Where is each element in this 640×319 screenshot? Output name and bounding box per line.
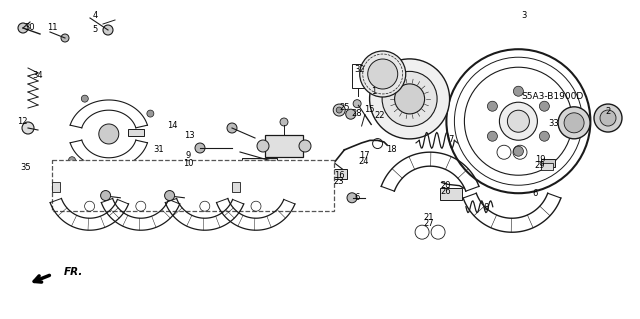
Text: 21: 21 xyxy=(424,212,435,221)
Text: 13: 13 xyxy=(184,130,195,139)
Text: 2: 2 xyxy=(605,108,611,116)
Text: 8: 8 xyxy=(483,203,489,211)
Circle shape xyxy=(100,190,111,201)
Text: 12: 12 xyxy=(17,117,28,127)
Text: 29: 29 xyxy=(535,161,545,170)
Ellipse shape xyxy=(368,59,397,89)
Text: 20: 20 xyxy=(441,181,451,189)
Bar xyxy=(541,163,553,170)
Circle shape xyxy=(99,124,119,144)
Text: 34: 34 xyxy=(33,71,44,80)
Bar xyxy=(332,169,346,179)
Text: 1: 1 xyxy=(371,87,376,97)
Text: 14: 14 xyxy=(167,121,177,130)
Circle shape xyxy=(147,110,154,117)
Text: 23: 23 xyxy=(333,176,344,186)
Text: 3: 3 xyxy=(522,11,527,19)
Text: 27: 27 xyxy=(424,219,435,228)
Text: 18: 18 xyxy=(386,145,396,153)
Circle shape xyxy=(18,23,28,33)
Circle shape xyxy=(164,190,175,201)
Text: 4: 4 xyxy=(92,11,98,20)
Circle shape xyxy=(513,86,524,96)
Circle shape xyxy=(346,109,356,119)
Circle shape xyxy=(333,104,345,116)
Text: 28: 28 xyxy=(352,108,362,117)
Text: 33: 33 xyxy=(548,118,559,128)
Text: 9: 9 xyxy=(186,152,191,160)
Circle shape xyxy=(299,140,311,152)
Bar xyxy=(352,64,394,88)
Text: FR.: FR. xyxy=(64,267,83,277)
Text: 5: 5 xyxy=(92,26,98,34)
Text: 26: 26 xyxy=(441,187,451,196)
Circle shape xyxy=(600,110,616,126)
Circle shape xyxy=(195,143,205,153)
Text: 16: 16 xyxy=(333,170,344,180)
Text: 6: 6 xyxy=(355,194,360,203)
Bar xyxy=(265,135,303,157)
Circle shape xyxy=(488,101,497,111)
Text: 10: 10 xyxy=(183,159,193,167)
Circle shape xyxy=(103,25,113,35)
Text: 7: 7 xyxy=(448,136,454,145)
Ellipse shape xyxy=(404,120,415,127)
Text: 30: 30 xyxy=(25,24,35,33)
Circle shape xyxy=(347,193,357,203)
Circle shape xyxy=(429,69,439,79)
Bar xyxy=(242,158,277,170)
Text: 24: 24 xyxy=(359,158,369,167)
Circle shape xyxy=(380,69,390,79)
Ellipse shape xyxy=(370,59,450,139)
Circle shape xyxy=(488,131,497,141)
Bar xyxy=(128,129,144,136)
Circle shape xyxy=(106,171,112,178)
Circle shape xyxy=(540,131,549,141)
Circle shape xyxy=(540,101,549,111)
Bar xyxy=(541,159,555,167)
Circle shape xyxy=(594,104,622,132)
Circle shape xyxy=(380,119,390,129)
Ellipse shape xyxy=(499,102,538,140)
Ellipse shape xyxy=(395,84,424,114)
Bar xyxy=(52,160,333,211)
Circle shape xyxy=(429,119,439,129)
Text: 6: 6 xyxy=(532,189,538,198)
Ellipse shape xyxy=(404,70,415,78)
Text: S5A3-B1900D: S5A3-B1900D xyxy=(521,92,584,101)
Ellipse shape xyxy=(360,51,406,97)
Ellipse shape xyxy=(381,94,388,104)
Circle shape xyxy=(564,113,584,133)
Circle shape xyxy=(513,146,524,156)
Bar xyxy=(52,182,61,192)
Circle shape xyxy=(336,107,342,113)
Bar xyxy=(232,182,240,192)
Circle shape xyxy=(558,107,590,139)
Circle shape xyxy=(61,34,69,42)
Text: 32: 32 xyxy=(355,65,365,75)
Text: 35: 35 xyxy=(20,164,31,173)
Text: 15: 15 xyxy=(364,106,374,115)
Text: 17: 17 xyxy=(358,152,369,160)
Text: 11: 11 xyxy=(47,24,57,33)
Text: 31: 31 xyxy=(154,145,164,153)
Circle shape xyxy=(22,122,34,134)
Text: 19: 19 xyxy=(535,154,545,164)
Bar xyxy=(440,188,462,200)
Circle shape xyxy=(136,162,143,169)
Ellipse shape xyxy=(508,110,529,132)
Circle shape xyxy=(68,157,76,164)
Circle shape xyxy=(257,140,269,152)
Ellipse shape xyxy=(431,94,438,104)
Ellipse shape xyxy=(382,71,437,126)
Circle shape xyxy=(227,123,237,133)
Text: 25: 25 xyxy=(340,102,350,112)
Circle shape xyxy=(353,100,361,108)
Circle shape xyxy=(81,95,88,102)
Text: 22: 22 xyxy=(375,112,385,121)
Circle shape xyxy=(280,118,288,126)
